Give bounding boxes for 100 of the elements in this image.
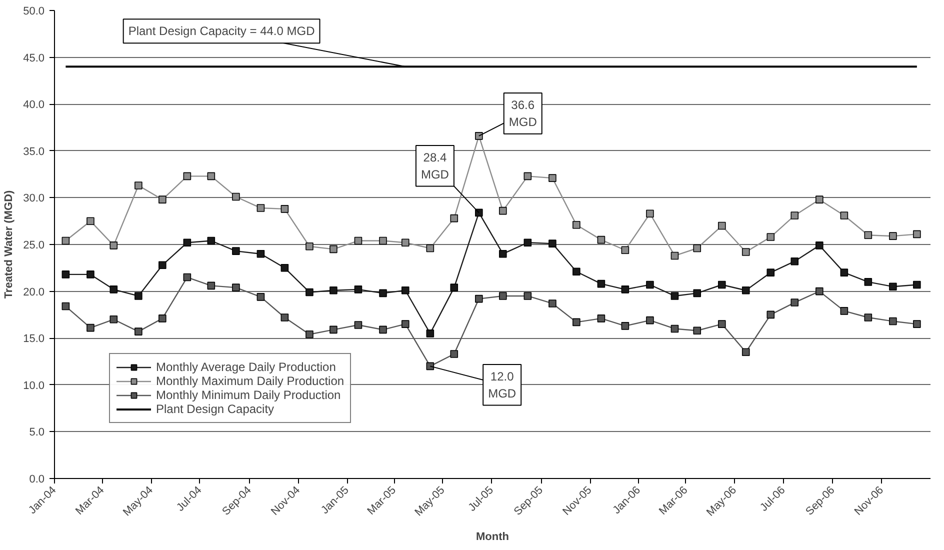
point: [475, 132, 483, 140]
point: [548, 300, 556, 308]
y-tick-label: 5.0: [29, 426, 45, 439]
point: [379, 289, 387, 298]
point: [621, 246, 630, 254]
point: [280, 205, 289, 213]
point: [134, 182, 142, 190]
point: [693, 326, 702, 335]
point: [816, 242, 824, 250]
point: [280, 314, 289, 322]
point: [256, 250, 265, 258]
point: [864, 314, 872, 322]
point: [572, 220, 580, 229]
point: [718, 280, 726, 289]
point: [524, 292, 532, 300]
point: [475, 294, 483, 303]
y-tick-label: 25.0: [23, 240, 45, 252]
point: [183, 172, 192, 180]
point: [693, 289, 702, 298]
point: [183, 238, 192, 247]
point: [572, 268, 580, 276]
point: [401, 286, 410, 294]
point: [646, 210, 654, 218]
point: [889, 232, 897, 240]
point: [306, 242, 314, 250]
point: [134, 292, 142, 300]
point: [670, 324, 679, 333]
point: [889, 282, 897, 291]
point: [475, 208, 483, 217]
point: [354, 286, 362, 294]
point: [693, 244, 702, 252]
point: [62, 302, 70, 310]
point: [330, 245, 338, 254]
point: [401, 320, 410, 328]
point: [718, 320, 726, 328]
y-tick-label: 35.0: [23, 146, 45, 158]
point: [621, 286, 630, 294]
point: [840, 212, 848, 220]
point: [158, 314, 166, 322]
point: [670, 252, 679, 260]
point: [742, 248, 750, 256]
point: [232, 284, 240, 292]
point: [207, 236, 216, 245]
point: [742, 348, 750, 356]
point: [840, 307, 848, 315]
annotation: 12.0 MGD: [488, 370, 516, 400]
point: [718, 222, 726, 230]
point: [134, 328, 142, 336]
legend-label: Plant Design Capacity: [156, 402, 274, 416]
y-tick-label: 20.0: [23, 286, 45, 298]
point: [548, 240, 556, 248]
y-axis-title: Treated Water (MGD): [3, 190, 16, 299]
point: [256, 204, 265, 212]
point: [524, 172, 532, 180]
legend-label: Monthly Average Daily Production: [156, 360, 336, 374]
point: [207, 172, 216, 180]
legend-label: Monthly Maximum Daily Production: [156, 374, 344, 388]
point: [62, 236, 70, 245]
point: [62, 270, 70, 278]
y-tick-label: 0.0: [29, 474, 45, 486]
y-tick-label: 15.0: [23, 333, 45, 346]
x-axis-title: Month: [476, 530, 510, 543]
y-tick-label: 10.0: [23, 380, 45, 392]
point: [354, 321, 362, 329]
point: [450, 350, 458, 358]
point: [790, 298, 799, 306]
point: [790, 257, 799, 266]
point: [646, 280, 654, 289]
point: [426, 330, 434, 338]
point: [86, 217, 94, 225]
point: [524, 238, 532, 247]
point: [379, 236, 387, 245]
point: [913, 230, 921, 238]
point: [498, 292, 507, 300]
point: [232, 247, 240, 255]
point: [330, 326, 338, 334]
annotation: 28.4 MGD: [420, 150, 450, 182]
point: [864, 278, 872, 286]
point: [889, 317, 897, 326]
point: [498, 250, 507, 258]
point: [548, 174, 556, 182]
point: [816, 287, 824, 296]
point: [597, 314, 606, 322]
point: [572, 318, 580, 326]
point: [913, 320, 921, 328]
point: [354, 236, 362, 245]
point: [306, 288, 314, 296]
point: [306, 330, 314, 338]
point: [183, 273, 192, 282]
point: [110, 242, 118, 250]
point: [256, 293, 265, 301]
y-tick-label: 50.0: [23, 6, 45, 18]
point: [110, 315, 118, 324]
point: [330, 286, 338, 294]
point: [766, 268, 775, 276]
y-tick-label: 40.0: [23, 99, 45, 112]
point: [232, 192, 240, 201]
y-tick-label: 30.0: [23, 192, 45, 205]
annotation: Plant Design Capacity = 44.0 MGD: [128, 24, 316, 38]
point: [742, 286, 750, 294]
